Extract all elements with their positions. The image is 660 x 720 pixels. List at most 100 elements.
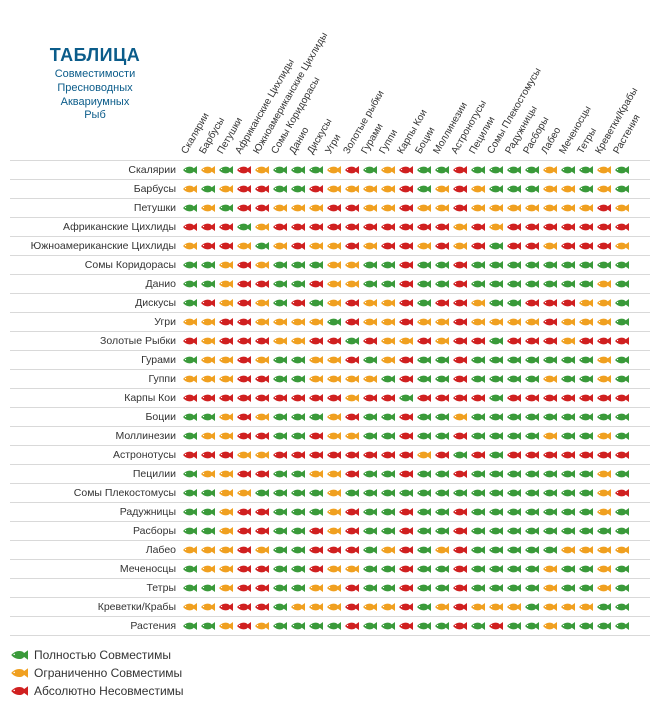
matrix-cell [378,598,396,616]
matrix-cell [450,180,468,198]
matrix-cell [342,389,360,407]
matrix-cell [342,617,360,635]
matrix-cell [270,465,288,483]
matrix-cell [450,522,468,540]
matrix-cell [486,275,504,293]
matrix-cell [576,408,594,426]
matrix-cell [270,598,288,616]
matrix-cell [504,484,522,502]
matrix-cell [432,237,450,255]
matrix-cell [288,579,306,597]
matrix-cell [558,351,576,369]
row-label: Угри [10,316,180,328]
matrix-cell [306,237,324,255]
matrix-cell [540,484,558,502]
matrix-cell [468,294,486,312]
matrix-cell [270,446,288,464]
matrix-cell [414,560,432,578]
row-label: Тетры [10,582,180,594]
matrix-cell [324,180,342,198]
matrix-cell [414,446,432,464]
matrix-cell [432,199,450,217]
legend-label: Ограниченно Совместимы [34,666,182,680]
matrix-cell [504,218,522,236]
matrix-cell [576,427,594,445]
matrix-cell [558,503,576,521]
matrix-cell [594,541,612,559]
matrix-cell [270,427,288,445]
matrix-cell [468,598,486,616]
matrix-cell [342,370,360,388]
matrix-cell [324,522,342,540]
matrix-cell [504,313,522,331]
matrix-cell [234,408,252,426]
matrix-cell [486,465,504,483]
matrix-cell [576,560,594,578]
matrix-cell [288,332,306,350]
matrix-cell [468,503,486,521]
matrix-cell [540,598,558,616]
matrix-cell [540,218,558,236]
matrix-cell [486,598,504,616]
matrix-cell [504,427,522,445]
matrix-cell [414,275,432,293]
matrix-cell [216,161,234,179]
matrix-cell [576,332,594,350]
matrix-cell [342,579,360,597]
matrix-cell [396,617,414,635]
matrix-cell [504,560,522,578]
matrix-cell [252,275,270,293]
matrix-cell [306,294,324,312]
matrix-cell [252,180,270,198]
matrix-cell [540,294,558,312]
matrix-cell [612,199,630,217]
matrix-cell [180,237,198,255]
matrix-cell [540,541,558,559]
matrix-cell [198,598,216,616]
matrix-cell [324,332,342,350]
matrix-cell [540,579,558,597]
matrix-cell [612,579,630,597]
matrix-cell [540,617,558,635]
matrix-cell [486,617,504,635]
matrix-cell [396,484,414,502]
matrix-cell [486,389,504,407]
matrix-cell [612,446,630,464]
row-label: Радужницы [10,506,180,518]
row-label: Лабео [10,544,180,556]
matrix-cell [576,218,594,236]
matrix-cell [576,503,594,521]
matrix-cell [234,275,252,293]
matrix-cell [252,503,270,521]
matrix-cell [378,332,396,350]
matrix-row: Креветки/Крабы [10,598,650,617]
matrix-cell [612,484,630,502]
matrix-cell [198,332,216,350]
matrix-cell [414,598,432,616]
matrix-cell [558,541,576,559]
matrix-cell [288,465,306,483]
matrix-cell [252,560,270,578]
matrix-cell [432,332,450,350]
matrix-cell [378,256,396,274]
matrix-cell [180,598,198,616]
matrix-cell [270,294,288,312]
matrix-cell [414,256,432,274]
matrix-cell [252,465,270,483]
matrix-cell [306,389,324,407]
matrix-cell [288,294,306,312]
matrix-cell [288,598,306,616]
matrix-cell [594,237,612,255]
matrix-cell [342,541,360,559]
matrix-cell [432,484,450,502]
legend-item: Полностью Совместимы [10,648,650,662]
matrix-cell [468,617,486,635]
matrix-row: Скалярии [10,161,650,180]
matrix-cell [360,617,378,635]
matrix-cell [540,180,558,198]
matrix-row: Лабео [10,541,650,560]
title-main: ТАБЛИЦА [10,45,180,66]
matrix-cell [504,522,522,540]
matrix-cell [252,237,270,255]
matrix-cell [288,389,306,407]
